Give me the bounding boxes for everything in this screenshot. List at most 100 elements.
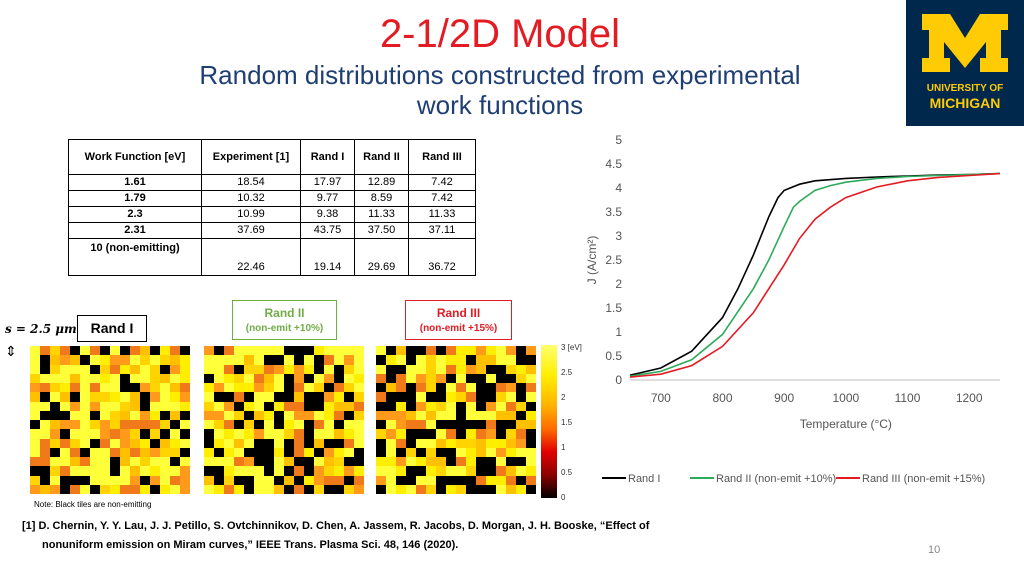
heatmap-tile — [466, 438, 476, 448]
heatmap-tile — [234, 475, 244, 485]
heatmap-tile — [314, 355, 324, 365]
cell: 10 (non-emitting) — [68, 238, 202, 276]
heatmap-tile — [274, 466, 284, 476]
heatmap-tile — [496, 475, 506, 485]
heatmap-tile — [224, 410, 234, 420]
heatmap-tile — [284, 355, 294, 365]
heatmap-tile — [506, 457, 516, 467]
heatmap-tile — [506, 410, 516, 420]
heatmap-tile — [416, 383, 426, 393]
heatmap-tile — [486, 410, 496, 420]
heatmap-tile — [456, 355, 466, 365]
cell: 11.33 — [408, 206, 476, 223]
heatmap-tile — [436, 466, 446, 476]
heatmap-tile — [110, 383, 120, 393]
heatmap-tile — [476, 429, 486, 439]
university-logo: UNIVERSITY OF MICHIGAN — [906, 0, 1024, 126]
block-m-icon — [922, 14, 1008, 72]
heatmap-tile — [254, 438, 264, 448]
heatmap-tile — [274, 355, 284, 365]
cell: 22.46 — [201, 238, 301, 276]
heatmap-tile — [294, 484, 304, 494]
heatmap-tile — [344, 466, 354, 476]
heatmap-tile — [204, 410, 214, 420]
heatmap-tile — [50, 475, 60, 485]
y-tick-label: 4.5 — [605, 157, 622, 171]
heatmap-tile — [60, 392, 70, 402]
heatmap-tile — [526, 457, 536, 467]
heatmap-tile — [486, 420, 496, 430]
heatmap-tile — [30, 346, 40, 356]
heatmap-tile — [426, 373, 436, 383]
heatmap-tile — [354, 420, 364, 430]
rand3-title: Rand III — [436, 306, 481, 320]
heatmap-tile — [180, 466, 190, 476]
heatmap-tile — [40, 373, 50, 383]
y-tick-label: 2 — [615, 277, 622, 291]
heatmap-tile — [354, 457, 364, 467]
y-tick-label: 1.5 — [605, 301, 622, 315]
heatmap-tile — [30, 410, 40, 420]
heatmap-tile — [476, 484, 486, 494]
heatmap-tile — [50, 438, 60, 448]
heatmap-tile — [170, 346, 180, 356]
heatmap-tile — [90, 429, 100, 439]
heatmap-tile — [526, 392, 536, 402]
heatmap-tile — [506, 392, 516, 402]
heatmap-tile — [204, 438, 214, 448]
heatmap-tile — [396, 457, 406, 467]
heatmap-tile — [324, 392, 334, 402]
heatmap-tile — [354, 447, 364, 457]
heatmap-tile — [100, 447, 110, 457]
current-density-chart: 0 0.5 1 1.5 2 2.5 3 3.5 4 4.5 5 700 800 900 1000 1100 12… — [585, 133, 1001, 485]
colorbar-tick: 0 — [561, 493, 566, 502]
heatmap-tile — [304, 484, 314, 494]
heatmap-tile — [344, 401, 354, 411]
heatmap-tile — [354, 484, 364, 494]
heatmap-tile — [436, 447, 446, 457]
heatmap-tile — [294, 475, 304, 485]
heatmap-tile — [506, 373, 516, 383]
heatmap-tile — [30, 457, 40, 467]
heatmap-tile — [120, 373, 130, 383]
heatmap-tile — [344, 457, 354, 467]
heatmap-tile — [446, 346, 456, 356]
heatmap-tile — [80, 373, 90, 383]
heatmap-tile — [274, 484, 284, 494]
cell: 7.42 — [408, 174, 476, 191]
heatmap-tile — [506, 355, 516, 365]
heatmap-tile — [334, 346, 344, 356]
heatmap-tile — [284, 401, 294, 411]
heatmap-tile — [90, 447, 100, 457]
heatmap-tile — [100, 429, 110, 439]
heatmap-tile — [254, 346, 264, 356]
heatmap-tile — [90, 484, 100, 494]
heatmap-tile — [506, 383, 516, 393]
heatmap-tile — [304, 392, 314, 402]
heatmap-tile — [516, 457, 526, 467]
col-header: Work Function [eV] — [68, 139, 202, 175]
heatmap-tile — [224, 364, 234, 374]
y-tick-label: 2.5 — [605, 253, 622, 267]
cell: 43.75 — [300, 222, 355, 239]
rand2-subtitle: (non-emit +10%) — [245, 323, 324, 334]
heatmap-tile — [80, 401, 90, 411]
heatmap-tile — [180, 355, 190, 365]
heatmap-tile — [254, 457, 264, 467]
heatmap-tile — [110, 438, 120, 448]
x-tick-label: 900 — [774, 391, 794, 405]
heatmap-tile — [100, 373, 110, 383]
heatmap-tile — [50, 355, 60, 365]
heatmap-tile — [406, 410, 416, 420]
heatmap-tile — [214, 457, 224, 467]
colorbar-tick: 0.5 — [561, 468, 573, 477]
cell: 37.50 — [354, 222, 409, 239]
heatmap-tile — [314, 484, 324, 494]
heatmap-tile — [90, 373, 100, 383]
heatmap-tile — [516, 373, 526, 383]
heatmap-tile — [40, 364, 50, 374]
heatmap-tile — [314, 392, 324, 402]
heatmap-tile — [526, 401, 536, 411]
heatmap-tile — [516, 484, 526, 494]
heatmap-tile — [436, 346, 446, 356]
